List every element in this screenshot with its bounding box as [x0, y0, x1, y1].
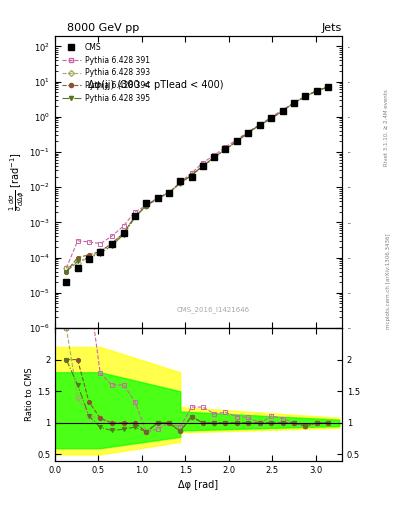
Y-axis label: Ratio to CMS: Ratio to CMS	[25, 368, 34, 421]
Text: 8000 GeV pp: 8000 GeV pp	[67, 23, 139, 33]
Text: Δφ(jj) (300 < pTlead < 400): Δφ(jj) (300 < pTlead < 400)	[88, 80, 223, 90]
Text: CMS_2016_I1421646: CMS_2016_I1421646	[176, 307, 250, 313]
X-axis label: Δφ [rad]: Δφ [rad]	[178, 480, 219, 490]
Text: mcplots.cern.ch [arXiv:1306.3436]: mcplots.cern.ch [arXiv:1306.3436]	[386, 234, 391, 329]
Text: Jets: Jets	[321, 23, 342, 33]
Y-axis label: $\frac{1}{\sigma}\frac{d\sigma}{d\Delta\phi}$ [rad$^{-1}$]: $\frac{1}{\sigma}\frac{d\sigma}{d\Delta\…	[7, 153, 26, 211]
Text: Rivet 3.1.10, ≥ 2.4M events: Rivet 3.1.10, ≥ 2.4M events	[384, 90, 389, 166]
Legend: CMS, Pythia 6.428 391, Pythia 6.428 393, Pythia 6.428 394, Pythia 6.428 395: CMS, Pythia 6.428 391, Pythia 6.428 393,…	[59, 39, 153, 106]
